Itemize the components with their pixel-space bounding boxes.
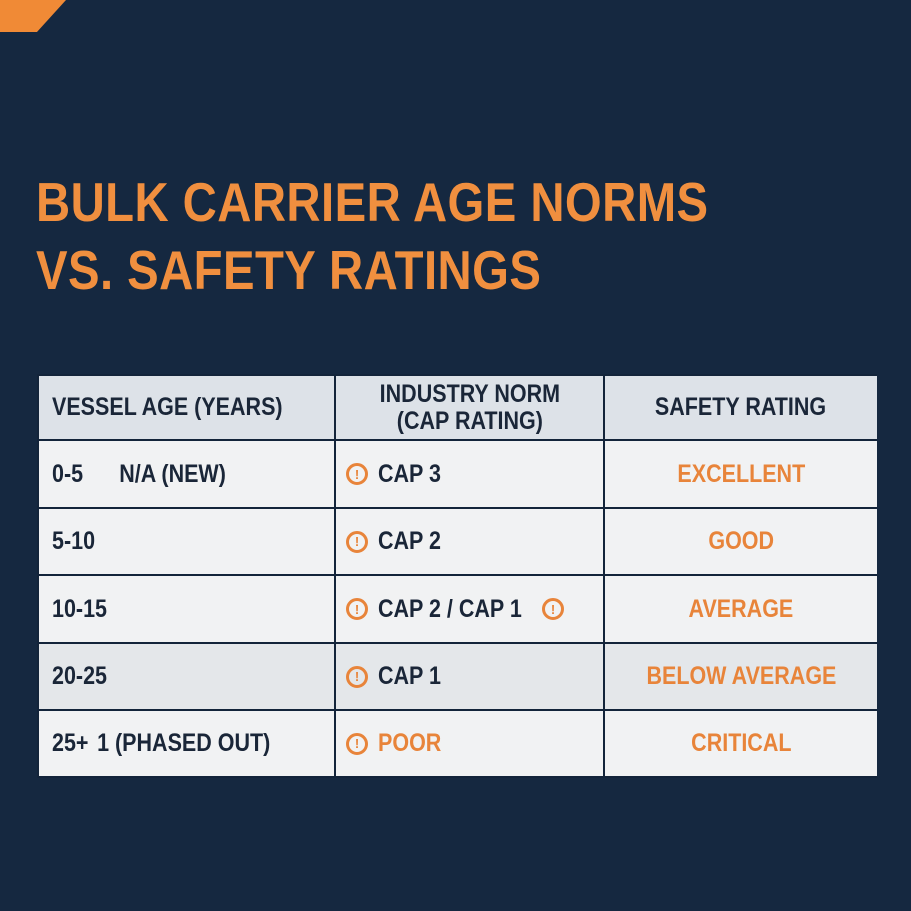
header-safety-rating: SAFETY RATING <box>605 376 877 439</box>
warning-circle-icon: ! <box>346 665 368 688</box>
table-row-3-norm: ! CAP 1 <box>336 644 603 709</box>
header-norm-line-1: INDUSTRY NORM <box>379 379 560 408</box>
table-row-2-safety: AVERAGE <box>605 576 877 642</box>
header-vessel-age: VESSEL AGE (YEARS) <box>39 376 334 439</box>
corner-accent <box>0 0 66 32</box>
table-row-4-norm: ! POOR <box>336 711 603 776</box>
page-title: BULK CARRIER AGE NORMS VS. SAFETY RATING… <box>36 168 709 304</box>
title-line-1: BULK CARRIER AGE NORMS <box>36 171 709 233</box>
age-range: 25+ <box>52 729 89 757</box>
table-row-0-norm: ! CAP 3 <box>336 441 603 507</box>
warning-circle-icon: ! <box>346 732 368 755</box>
table-row-3-age: 20-25 <box>39 644 334 709</box>
age-note: 1 (PHASED OUT) <box>97 729 271 757</box>
title-line-2: VS. SAFETY RATINGS <box>36 239 542 301</box>
header-industry-norm: INDUSTRY NORM (CAP RATING) <box>336 376 603 439</box>
table-row-0-age: 0-5 N/A (NEW) <box>39 441 334 507</box>
table-row-2-age: 10-15 <box>39 576 334 642</box>
warning-circle-icon: ! <box>346 598 368 620</box>
table-row-4-age: 25+ 1 (PHASED OUT) <box>39 711 334 776</box>
age-note: N/A (NEW) <box>119 459 226 488</box>
table-row-1-safety: GOOD <box>605 509 877 574</box>
warning-circle-icon: ! <box>346 530 368 553</box>
table-row-1-norm: ! CAP 2 <box>336 509 603 574</box>
warning-circle-icon-trailing: ! <box>542 598 564 620</box>
table-row-3-safety: BELOW AVERAGE <box>605 644 877 709</box>
table-row-4-safety: CRITICAL <box>605 711 877 776</box>
age-range: 0-5 <box>52 459 84 488</box>
table-row-0-safety: EXCELLENT <box>605 441 877 507</box>
table-row-1-age: 5-10 <box>39 509 334 574</box>
warning-circle-icon: ! <box>346 463 368 485</box>
table-row-2-norm: ! CAP 2 / CAP 1 ! <box>336 576 603 642</box>
age-safety-table: VESSEL AGE (YEARS) INDUSTRY NORM (CAP RA… <box>37 374 877 778</box>
header-norm-line-2: (CAP RATING) <box>396 406 543 435</box>
